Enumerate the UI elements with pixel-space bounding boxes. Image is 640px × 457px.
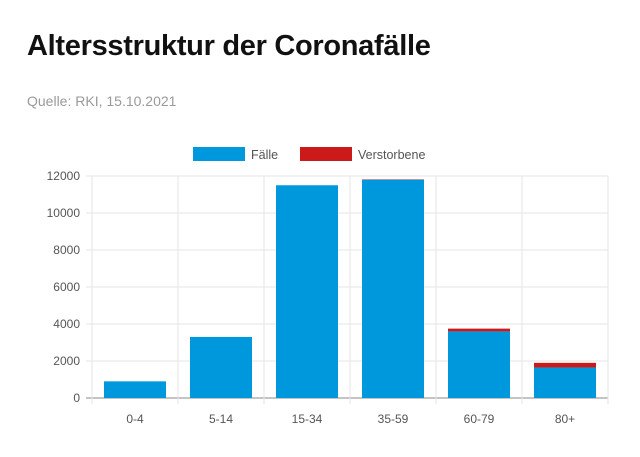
x-tick-label: 80+ <box>555 412 575 426</box>
legend-swatch-0 <box>193 147 245 161</box>
x-tick-label: 60-79 <box>464 412 495 426</box>
bar-faelle[interactable] <box>276 185 338 398</box>
x-tick-label: 5-14 <box>209 412 233 426</box>
chart-title: Altersstruktur der Coronafälle <box>27 30 431 62</box>
bar-faelle[interactable] <box>362 179 424 398</box>
x-tick-label: 0-4 <box>126 412 144 426</box>
bar-faelle[interactable] <box>190 336 252 398</box>
legend-label-1: Verstorbene <box>358 148 425 162</box>
bar-faelle[interactable] <box>448 331 510 398</box>
x-tick-label: 15-34 <box>292 412 323 426</box>
y-tick-label: 4000 <box>53 317 80 331</box>
y-axis-ticks: 0 2000 4000 6000 8000 10000 12000 <box>47 169 81 405</box>
y-tick-label: 6000 <box>53 280 80 294</box>
y-tick-label: 12000 <box>47 169 81 183</box>
legend-swatch-1 <box>300 147 352 161</box>
y-tick-label: 8000 <box>53 243 80 257</box>
bar-faelle[interactable] <box>534 367 596 398</box>
y-tick-label: 10000 <box>47 206 81 220</box>
y-tick-label: 2000 <box>53 354 80 368</box>
chart-legend: Fälle Verstorbene <box>193 147 425 162</box>
source-note: Quelle: RKI, 15.10.2021 <box>27 93 177 109</box>
bar-verstorbene[interactable] <box>448 328 510 332</box>
bar-faelle[interactable] <box>104 381 166 398</box>
legend-label-0: Fälle <box>251 148 278 162</box>
chart-grid <box>86 175 609 404</box>
x-tick-label: 35-59 <box>378 412 409 426</box>
x-axis-ticks: 0-4 5-14 15-34 35-59 60-79 80+ <box>126 412 575 426</box>
bar-verstorbene[interactable] <box>534 362 596 368</box>
chart-bars <box>104 179 596 398</box>
y-tick-label: 0 <box>73 391 80 405</box>
